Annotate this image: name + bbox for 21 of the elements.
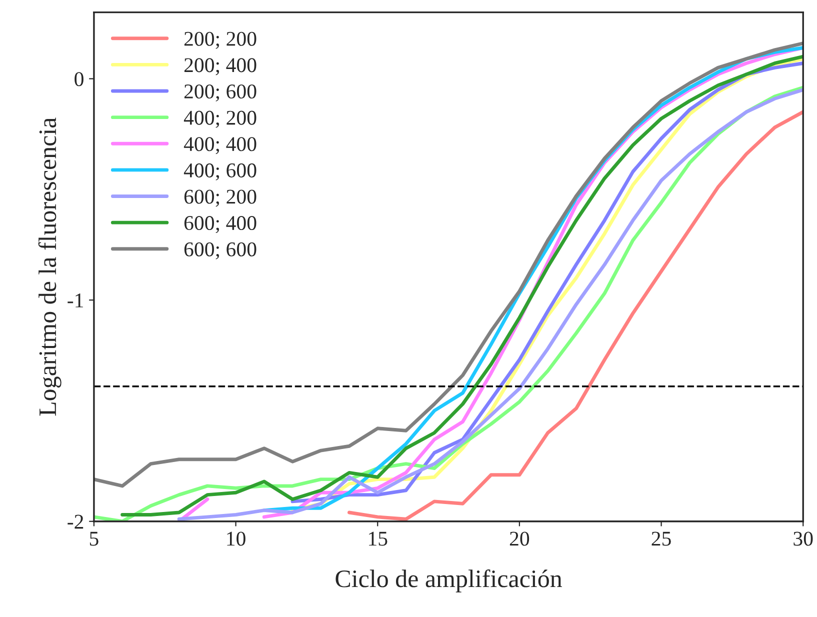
y-axis-title: Logaritmo de la fluorescencia [38, 118, 62, 416]
y-tick-label: 0 [74, 72, 84, 86]
legend-label: 200; 200 [184, 32, 256, 49]
x-tick-label: 20 [510, 532, 530, 546]
legend-label: 200; 400 [184, 58, 256, 76]
x-axis-title: Ciclo de amplificación [336, 569, 562, 592]
x-tick-label: 30 [794, 532, 813, 546]
legend-label: 600; 400 [184, 216, 256, 234]
legend-label: 400; 400 [184, 137, 256, 154]
legend-label: 600; 200 [184, 190, 256, 207]
legend-label: 200; 600 [184, 84, 256, 102]
legend-label: 600; 600 [184, 242, 256, 260]
y-tick-label: -2 [68, 514, 84, 529]
x-tick-label: 5 [90, 532, 98, 546]
x-tick-label: 25 [652, 532, 671, 546]
legend-label: 400; 200 [184, 110, 256, 128]
x-tick-label: 15 [369, 532, 388, 546]
y-tick-label: -1 [68, 294, 83, 308]
x-tick-label: 10 [227, 532, 246, 546]
line-series [348, 110, 804, 521]
legend-label: 400; 600 [184, 163, 256, 180]
